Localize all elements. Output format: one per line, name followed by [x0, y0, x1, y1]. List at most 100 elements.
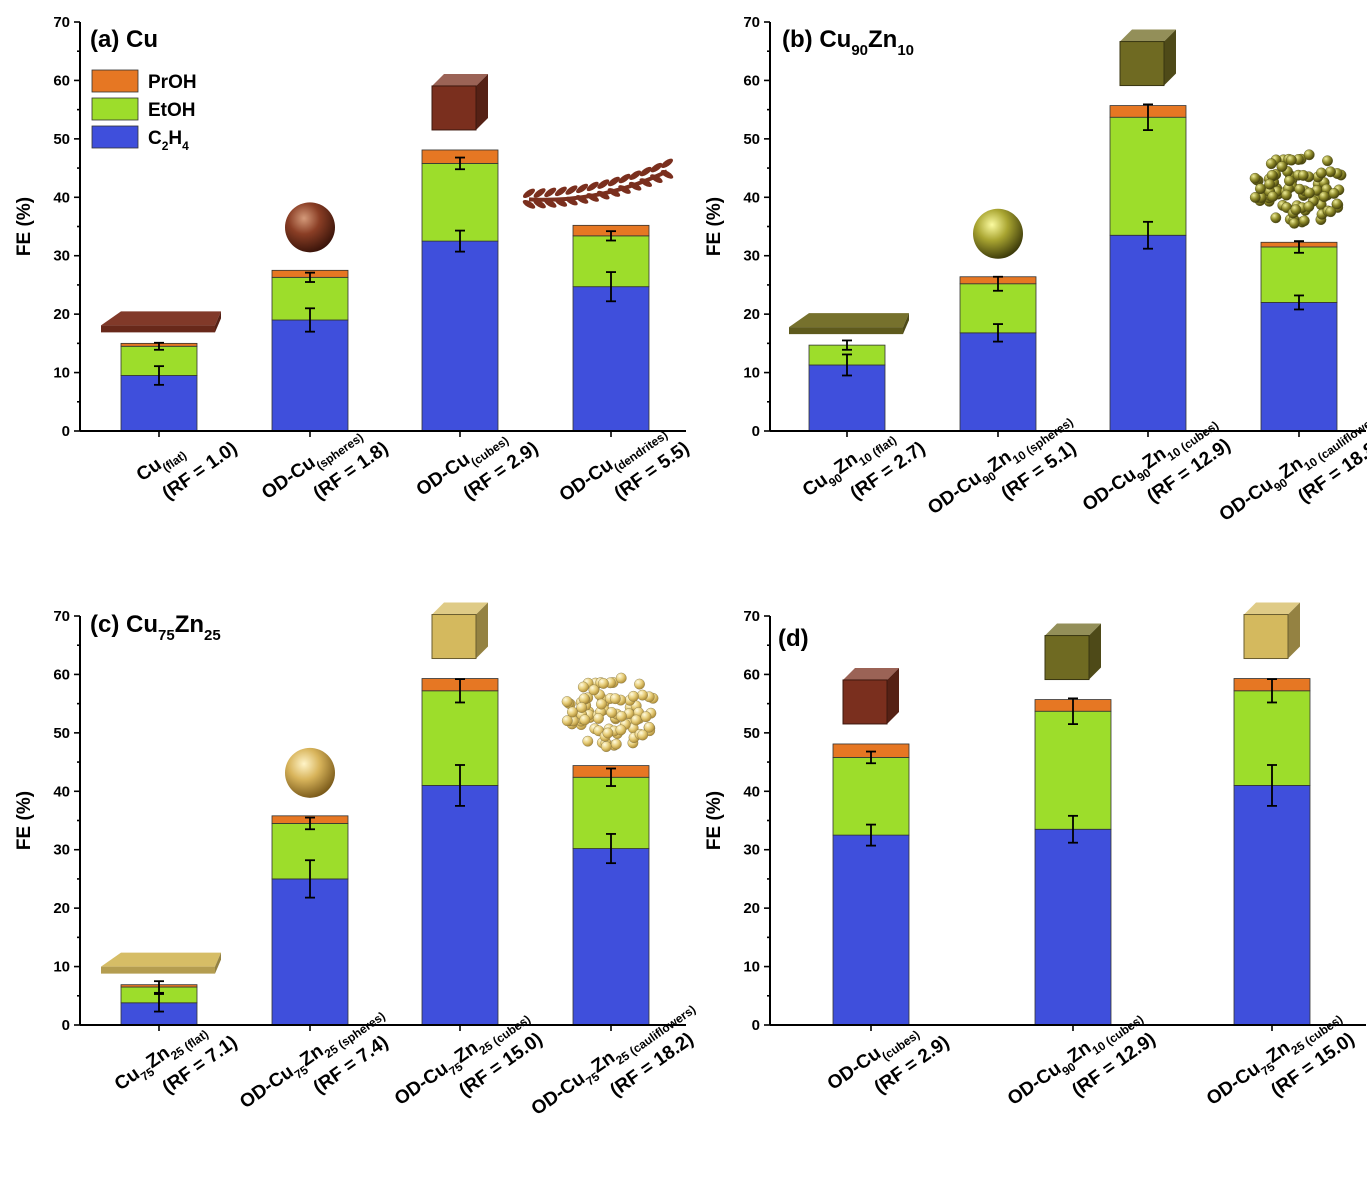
dendrite-leaf-icon — [639, 166, 652, 177]
y-axis-label: FE (%) — [14, 791, 35, 850]
cauliflower-ball-icon — [637, 689, 648, 701]
cauliflower-ball-icon — [598, 678, 609, 689]
plate-side-icon — [215, 952, 221, 974]
dendrite-leaf-icon — [661, 158, 673, 169]
dendrite-leaf-icon — [628, 181, 642, 191]
error-bar — [866, 823, 876, 847]
cauliflower-ball-icon — [615, 724, 627, 736]
dendrite-leaf-icon — [586, 181, 599, 192]
cauliflower-ball-icon — [600, 741, 612, 752]
panel-title: (d) — [778, 625, 809, 652]
bar-stack — [959, 208, 1037, 432]
y-tick-label: 20 — [743, 900, 760, 917]
dendrite-leaf-icon — [607, 176, 620, 187]
cube-front-icon — [1244, 614, 1288, 659]
cauliflower-ball-icon — [1286, 154, 1297, 166]
cauliflower-ball-icon — [1265, 158, 1277, 170]
bar-c2h4 — [421, 240, 499, 432]
error-bar — [455, 678, 465, 704]
dendrite-leaf-icon — [618, 185, 631, 194]
cauliflower-ball-icon — [1297, 169, 1309, 181]
y-tick-label: 40 — [743, 783, 760, 800]
error-bar — [305, 307, 315, 333]
y-tick-label: 60 — [743, 666, 760, 683]
cauliflower-ball-icon — [561, 715, 573, 727]
cauliflower-ball-icon — [1304, 187, 1315, 199]
error-bar — [1068, 814, 1078, 844]
error-bar — [1068, 697, 1078, 725]
y-tick-label: 50 — [743, 725, 760, 742]
y-tick-label: 40 — [53, 783, 70, 800]
cauliflower-ball-icon — [567, 706, 578, 718]
y-tick-label: 10 — [743, 365, 760, 382]
y-tick-label: 40 — [53, 189, 70, 206]
bar-stack — [522, 158, 674, 432]
bar-c2h4 — [421, 785, 499, 1026]
y-tick-label: 60 — [53, 72, 70, 89]
y-tick-label: 20 — [53, 306, 70, 323]
cauliflower-ball-icon — [609, 693, 621, 705]
error-bar — [154, 341, 164, 351]
bar-stack — [421, 602, 499, 1026]
bar-etoh — [421, 162, 499, 242]
error-bar — [305, 816, 315, 831]
y-axis-label: FE (%) — [14, 197, 35, 256]
bar-c2h4 — [572, 286, 650, 432]
error-bar — [455, 229, 465, 253]
cube-edge-icon — [431, 614, 477, 660]
y-tick-label: 30 — [743, 248, 760, 265]
dendrite-leaf-icon — [554, 198, 568, 207]
error-bar — [842, 353, 852, 377]
dendrite-leaf-icon — [533, 188, 546, 198]
bar-stack — [1233, 602, 1311, 1026]
cauliflower-ball-icon — [593, 713, 604, 724]
y-tick-label: 70 — [53, 14, 70, 31]
sphere-icon — [285, 202, 335, 253]
error-bar — [1143, 103, 1153, 131]
cauliflower-ball-icon — [628, 690, 639, 702]
y-tick-label: 20 — [53, 900, 70, 917]
dendrite-leaf-icon — [597, 190, 610, 200]
y-tick-label: 70 — [53, 608, 70, 625]
cauliflower-ball-icon — [1303, 149, 1315, 161]
y-tick-label: 50 — [53, 725, 70, 742]
cauliflower-ball-icon — [1276, 161, 1288, 173]
legend-label-proh: PrOH — [148, 72, 197, 93]
cauliflower-ball-icon — [643, 721, 655, 733]
error-bar — [1143, 220, 1153, 250]
bar-c2h4 — [1260, 302, 1338, 432]
bar-stack — [101, 311, 221, 432]
plate-side-icon — [903, 313, 909, 335]
cauliflower-ball-icon — [1294, 183, 1306, 195]
cube-front-icon — [432, 614, 476, 659]
bar-c2h4 — [832, 834, 910, 1026]
error-bar — [1294, 294, 1304, 311]
cauliflower-ball-icon — [577, 681, 589, 693]
error-bar — [154, 980, 164, 994]
cube-side-icon — [476, 602, 488, 659]
cauliflower-ball-icon — [1325, 166, 1336, 178]
dendrite-leaf-icon — [639, 178, 653, 187]
y-tick-label: 10 — [743, 959, 760, 976]
y-tick-label: 10 — [53, 365, 70, 382]
cube-edge-icon — [1243, 614, 1289, 660]
bar-etoh — [832, 756, 910, 836]
plate-top-icon — [101, 952, 221, 967]
cauliflower-ball-icon — [1288, 217, 1300, 229]
dendrite-leaf-icon — [660, 169, 674, 179]
cauliflower-ball-icon — [1298, 215, 1310, 227]
bar-stack — [1034, 623, 1112, 1026]
error-bar — [993, 323, 1003, 343]
dendrite-leaf-icon — [565, 196, 578, 206]
cauliflower-ball-icon — [1316, 167, 1327, 179]
dendrite-leaf-icon — [523, 188, 535, 199]
error-bar — [842, 339, 852, 351]
legend-swatch-c2h4 — [91, 125, 139, 149]
cauliflower-ball-icon — [606, 707, 618, 718]
bar-etoh — [1109, 116, 1187, 236]
error-bar — [154, 365, 164, 386]
y-tick-label: 40 — [743, 189, 760, 206]
dendrite-leaf-icon — [576, 183, 589, 194]
bar-etoh — [1034, 710, 1112, 830]
